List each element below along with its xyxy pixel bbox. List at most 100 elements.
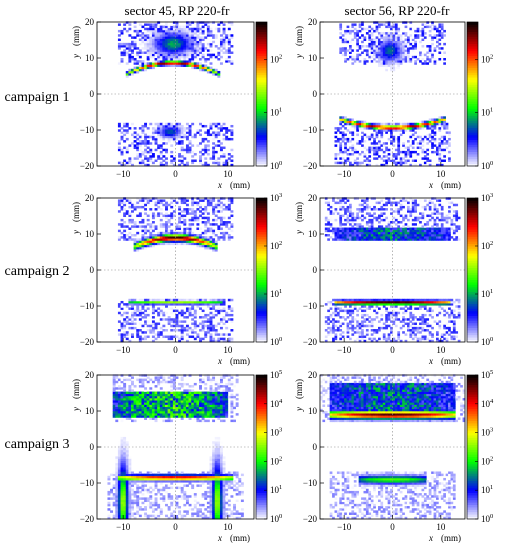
heat-cell [365,205,369,209]
heat-cell [123,203,127,207]
heat-cell [368,47,372,50]
colorbar-step [467,151,478,155]
heat-cell [387,51,391,54]
heat-cell [125,477,129,481]
colorbar-step [467,205,478,208]
colorbar-step [256,161,267,164]
heat-cell [144,137,148,141]
heat-cell [457,305,461,308]
heat-cell [394,300,398,304]
heat-cell [334,161,338,165]
heat-cell [394,122,398,126]
heat-cell [159,40,163,44]
heat-cell [112,471,116,474]
heat-cell [230,329,234,332]
heat-cell [165,47,168,50]
colorbar-step [256,91,267,95]
heat-cell [409,329,413,332]
heat-cell [151,47,155,50]
heat-cell [387,58,391,61]
heat-cell [392,238,396,241]
heat-cell [165,135,168,139]
heat-cell [387,298,391,302]
heat-cell [206,29,210,33]
heat-cell [390,34,393,37]
heat-cell [165,329,168,332]
heat-cell [339,122,343,126]
heat-cell [162,225,166,228]
heat-cell [407,210,410,213]
heat-cell [138,240,142,243]
heat-cell [170,129,174,132]
heat-cell [378,229,381,233]
heat-cell [136,298,140,302]
heat-cell [178,339,182,343]
heat-cell [201,55,205,59]
colorbar-step [467,43,478,47]
heat-cell [170,49,174,52]
colorbar-step [467,48,478,52]
heat-cell [165,214,168,218]
heat-cell [375,55,379,59]
heat-cell [404,124,408,128]
heat-cell [123,331,127,334]
heat-cell [385,326,388,330]
heat-cell [133,203,137,207]
heat-cell [165,42,168,46]
heat-cell [421,320,425,323]
heat-cell [180,210,184,213]
heat-cell [409,197,413,200]
heat-cell [373,309,376,313]
heat-cell [404,127,408,130]
heat-cell [349,120,352,124]
heat-cell [390,326,393,330]
heat-cell [217,133,221,137]
heat-cell [361,203,364,207]
heat-cell [151,236,155,239]
heat-cell [332,298,335,302]
heat-cell [125,406,129,410]
heat-cell [188,329,192,332]
heat-cell [390,329,393,332]
heat-cell [133,221,137,224]
heat-cell [120,488,124,492]
heat-cell [128,49,132,52]
heat-cell [217,70,221,74]
heat-cell [358,23,362,26]
heat-cell [128,402,132,405]
heat-cell [426,137,430,141]
y-tick-label: 10 [308,229,318,239]
heat-cell [193,303,197,306]
heat-cell [421,236,425,239]
heat-cell [440,163,444,167]
heat-cell [349,309,352,313]
heat-cell [191,42,195,46]
heat-cell [141,229,145,233]
heat-cell [120,415,124,418]
heat-cell [222,221,226,224]
heat-cell [178,234,182,237]
heat-cell [375,236,379,239]
heat-cell [188,311,192,315]
heat-cell [440,142,444,145]
heat-cell [426,203,430,207]
heat-cell [212,122,216,126]
heat-cell [185,161,189,165]
heat-cell [414,124,417,128]
heat-cell [363,49,367,52]
heat-cell [138,135,142,139]
heat-cell [436,208,439,211]
heat-cell [120,137,124,141]
heat-cell [394,32,398,35]
heat-cell [133,249,137,252]
heat-cell [149,36,153,39]
heat-cell [151,45,155,48]
heat-cell [443,155,446,158]
heat-cell [394,318,398,321]
heat-cell [356,55,359,59]
heat-cell [436,45,439,48]
heat-cell [382,212,386,215]
heat-cell [188,124,192,128]
heat-cell [191,234,195,237]
heat-cell [183,208,187,211]
